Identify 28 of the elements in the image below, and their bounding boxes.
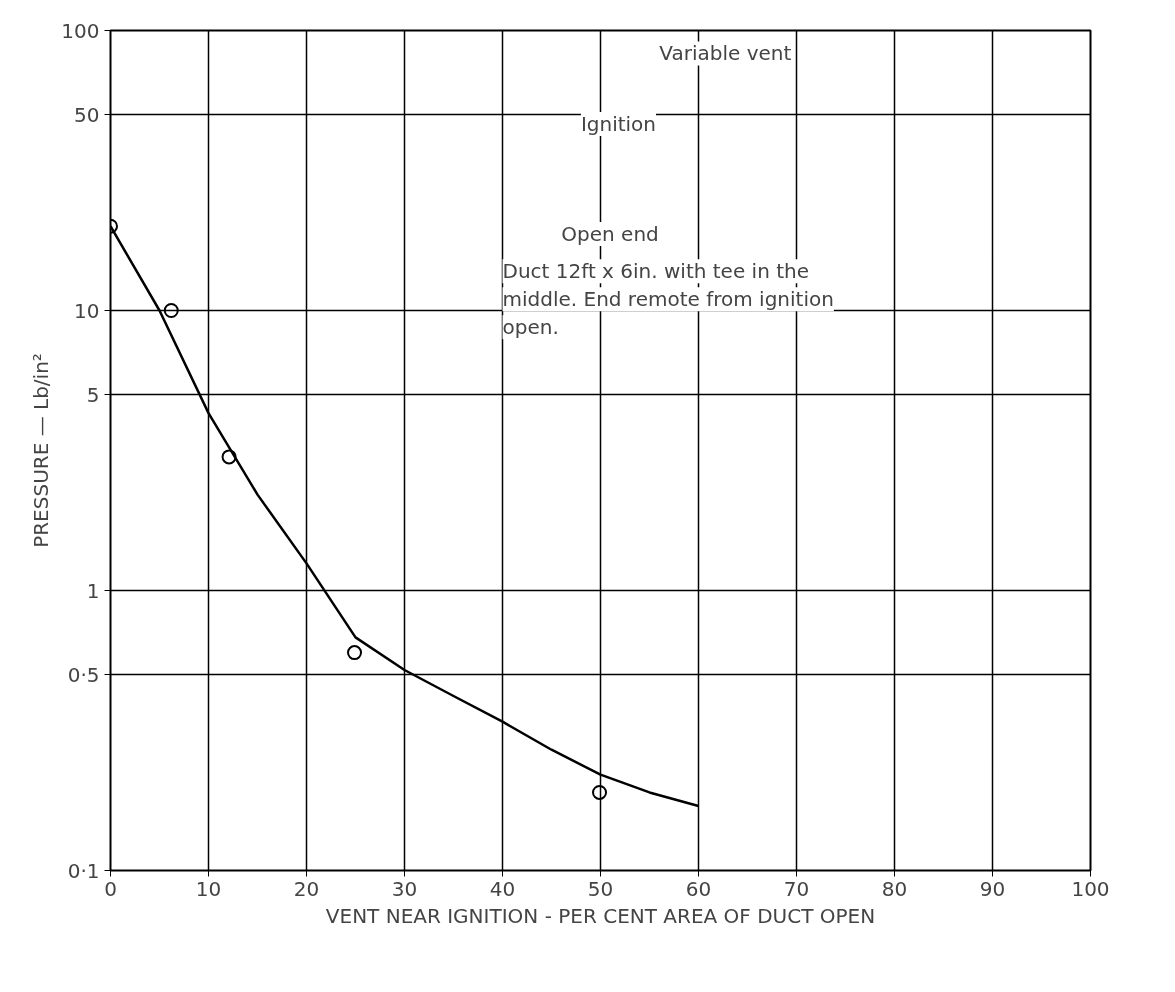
x-tick-label: 10 (195, 876, 222, 901)
y-tick-label: 100 (61, 18, 100, 43)
annotation: Duct 12ft x 6in. with tee in the middle. End remote from ignition open. (502, 259, 834, 340)
x-tick-label: 90 (979, 876, 1006, 901)
y-tick-label: 50 (74, 102, 100, 127)
point (347, 645, 363, 661)
annotation: Variable vent (659, 41, 792, 66)
x-tick-label: 50 (587, 876, 614, 901)
point (221, 449, 237, 465)
point (592, 784, 608, 800)
x-tick-label: 40 (489, 876, 516, 901)
x-tick-label: 80 (881, 876, 908, 901)
annotation: Open end (561, 221, 659, 246)
y-axis-title: PRESSURE — Lb/in² (29, 353, 54, 548)
y-tick-label: 5 (86, 382, 100, 407)
x-tick-label: 20 (293, 876, 320, 901)
y-tick-label: 1 (86, 578, 100, 603)
x-tick-label: 0 (104, 876, 117, 901)
x-tick-label: 70 (783, 876, 810, 901)
annotation: Ignition (580, 111, 657, 136)
x-axis-title: VENT NEAR IGNITION - PER CENT AREA OF DUCT OPEN (325, 903, 876, 928)
x-tick-label: 30 (391, 876, 418, 901)
y-tick-label: 0·5 (67, 662, 100, 687)
point (163, 303, 179, 318)
y-tick-label: 0·1 (67, 858, 100, 883)
x-tick-label: 60 (685, 876, 712, 901)
y-tick-label: 10 (74, 298, 100, 323)
x-tick-label: 100 (1071, 876, 1110, 901)
